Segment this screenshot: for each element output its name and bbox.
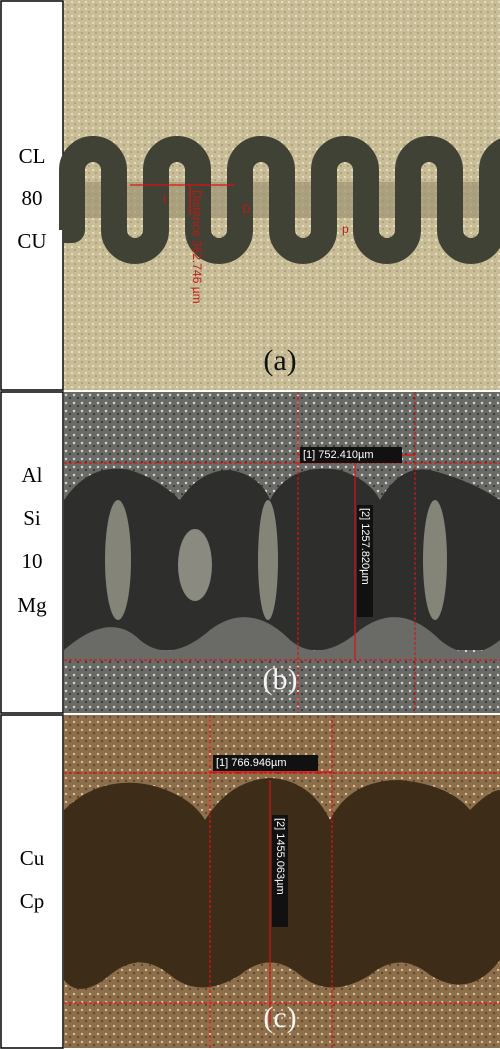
label-box [0, 714, 64, 1049]
wave-structure [64, 468, 500, 650]
measurement: [1] 752.410µm [303, 449, 374, 461]
measurement: [1] 766.946µm [216, 757, 287, 769]
side-label: CL [19, 144, 46, 168]
label-bg [357, 505, 373, 617]
substrate [64, 617, 500, 660]
side-label: Si [23, 506, 41, 530]
panel-tag: (a) [263, 344, 296, 377]
side-label: Al [22, 463, 43, 487]
panel-tag: (c) [263, 1001, 296, 1034]
wave-structure [59, 136, 500, 264]
inclusion [105, 500, 131, 620]
side-label: 10 [22, 549, 43, 573]
inclusion [258, 500, 278, 620]
side-label: CU [17, 229, 46, 253]
annotation: D [242, 202, 251, 216]
label-bg [213, 755, 318, 771]
annotation: p [342, 222, 349, 236]
annotation: t [163, 192, 167, 206]
inclusion [423, 500, 447, 620]
annotation: Distance 362.746 µm [190, 190, 204, 304]
side-label: Cu [20, 846, 45, 870]
label-bg [272, 815, 288, 927]
label-bg [300, 447, 402, 463]
measurement: [2] 1257.820µm [359, 508, 371, 585]
inclusion [178, 529, 212, 601]
panel-tag: (b) [263, 663, 298, 696]
measurement: [2] 1455.063µm [274, 818, 286, 895]
label-box [0, 391, 64, 714]
label-box [0, 0, 64, 391]
side-label: 80 [22, 186, 43, 210]
side-label: Mg [17, 593, 47, 617]
side-label: Cp [20, 889, 45, 913]
